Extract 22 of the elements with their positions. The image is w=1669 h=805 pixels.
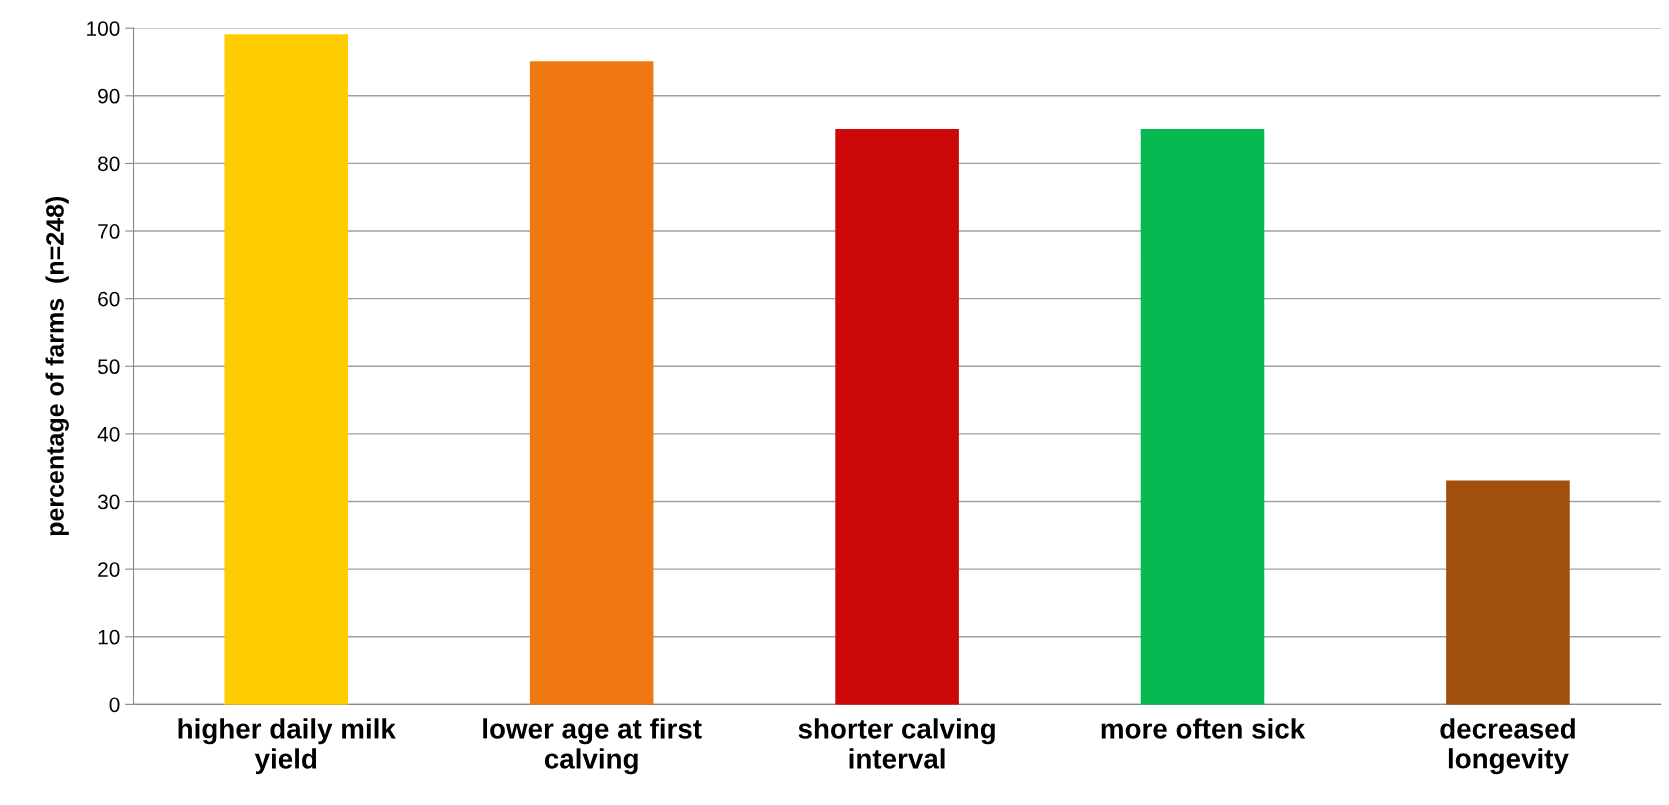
- y-tick-label: 30: [97, 494, 120, 510]
- y-tick-label: 100: [87, 21, 120, 36]
- x-tick-label: decreased longevity: [1440, 718, 1575, 775]
- y-tick-label: 40: [97, 426, 120, 442]
- bar: [224, 34, 349, 705]
- y-tick-label: 20: [98, 562, 120, 577]
- y-tick-label: 80: [98, 156, 120, 172]
- x-tick-label: shorter calving interval: [798, 718, 995, 769]
- y-tick-label: 50: [97, 359, 120, 375]
- bar: [835, 128, 959, 705]
- y-tick-label: 60: [98, 291, 120, 307]
- bar: [1140, 128, 1265, 705]
- y-tick-label: 0: [109, 697, 120, 713]
- x-tick-label: lower age at first calving: [483, 718, 702, 775]
- y-tick-label: 10: [98, 629, 120, 645]
- y-tick-label: 70: [98, 224, 120, 239]
- bar: [529, 61, 654, 705]
- bar: [1446, 480, 1570, 705]
- y-axis-title: percentage of farms (n=248): [45, 196, 69, 536]
- x-tick-label: more often sick: [1101, 718, 1306, 739]
- x-tick-label: higher daily milk yield: [178, 718, 396, 775]
- y-tick-label: 90: [98, 88, 120, 104]
